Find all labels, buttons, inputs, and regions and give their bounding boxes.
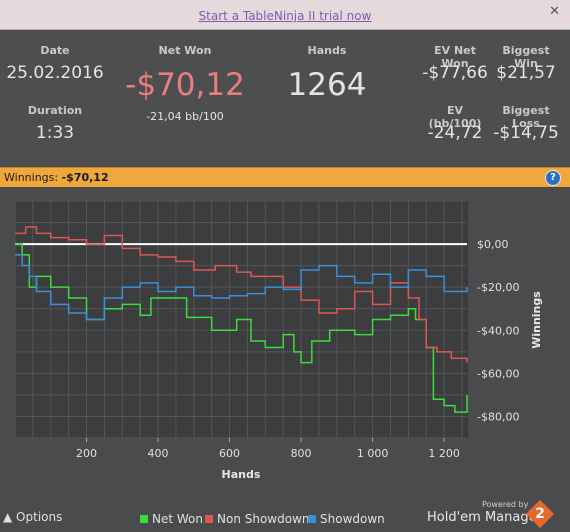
y-tick-label: -$60,00 bbox=[477, 367, 519, 380]
ev-net-won-value: -$77,66 bbox=[422, 63, 488, 83]
legend-showdown: Showdown bbox=[308, 512, 385, 526]
x-tick-label: 1 200 bbox=[428, 447, 460, 460]
legend-label-non-showdown: Non Showdown bbox=[217, 512, 310, 526]
ev-bb-value: -24,72 bbox=[427, 123, 483, 143]
legend-label-net-won: Net Won bbox=[152, 512, 203, 526]
legend-label-showdown: Showdown bbox=[320, 512, 385, 526]
legend-swatch-net-won bbox=[140, 515, 148, 523]
series-line-net-won bbox=[15, 243, 468, 413]
legend-swatch-non-showdown bbox=[205, 515, 213, 523]
legend-net-won: Net Won bbox=[140, 512, 203, 526]
powered-by: Powered by bbox=[482, 500, 529, 509]
x-tick-label: 600 bbox=[219, 447, 240, 460]
winnings-chart: 200 400 600 800 1 000 1 200 $0,00 -$20,00 -$40,0… bbox=[0, 187, 570, 503]
series-line-non-showdown bbox=[15, 226, 468, 363]
help-icon[interactable]: ? bbox=[545, 170, 561, 186]
biggest-win-value: $21,57 bbox=[496, 63, 556, 83]
net-won-bb: -21,04 bb/100 bbox=[146, 110, 224, 123]
brand-name: Hold'em Manager bbox=[427, 510, 542, 525]
net-won-label: Net Won bbox=[158, 44, 212, 57]
biggest-loss-label: Biggest Loss bbox=[502, 104, 550, 130]
hands-label: Hands bbox=[307, 44, 347, 57]
duration-label: Duration bbox=[27, 104, 83, 117]
x-tick-label: 1 000 bbox=[357, 447, 389, 460]
x-tick-label: 200 bbox=[76, 447, 97, 460]
biggest-loss-value: -$14,75 bbox=[493, 123, 559, 143]
footer: ▲ Options Net Won Non Showdown Showdown … bbox=[0, 499, 570, 532]
trial-banner: Start a TableNinja II trial now ✕ bbox=[0, 0, 570, 30]
trial-link[interactable]: Start a TableNinja II trial now bbox=[198, 9, 372, 23]
legend-swatch-showdown bbox=[308, 515, 316, 523]
net-won-value: -$70,12 bbox=[125, 67, 245, 103]
hm2-logo-number: 2 bbox=[535, 506, 545, 522]
y-tick-label: -$80,00 bbox=[477, 410, 519, 423]
x-tick-label: 400 bbox=[148, 447, 169, 460]
close-icon[interactable]: ✕ bbox=[549, 4, 560, 19]
winnings-value: -$70,12 bbox=[61, 171, 109, 184]
y-tick-label: -$20,00 bbox=[477, 281, 519, 294]
chart-svg: 200 400 600 800 1 000 1 200 $0,00 -$20,00 -$40,0… bbox=[14, 200, 543, 481]
options-label: Options bbox=[16, 510, 63, 524]
date-label: Date bbox=[40, 44, 70, 57]
options-button[interactable]: ▲ Options bbox=[3, 510, 63, 524]
y-tick-label: $0,00 bbox=[477, 238, 509, 251]
winnings-bar: Winnings: -$70,12 ? bbox=[0, 167, 570, 187]
legend-non-showdown: Non Showdown bbox=[205, 512, 310, 526]
ev-bb-label: EV (bb/100) bbox=[428, 104, 482, 130]
y-tick-label: -$40,00 bbox=[477, 324, 519, 337]
series-line-showdown bbox=[15, 254, 468, 321]
winnings-label: Winnings: bbox=[4, 171, 59, 184]
duration-value: 1:33 bbox=[35, 123, 75, 143]
biggest-win-label: Biggest Win bbox=[502, 44, 550, 70]
x-tick-label: 800 bbox=[291, 447, 312, 460]
hands-value: 1264 bbox=[287, 67, 367, 103]
ev-net-won-label: EV Net Won bbox=[434, 44, 476, 70]
y-axis-label: Winnings bbox=[530, 291, 543, 349]
x-axis-label: Hands bbox=[222, 468, 261, 481]
date-value: 25.02.2016 bbox=[6, 63, 104, 83]
stats-panel: Date 25.02.2016 Duration 1:33 Net Won -$… bbox=[0, 30, 570, 166]
